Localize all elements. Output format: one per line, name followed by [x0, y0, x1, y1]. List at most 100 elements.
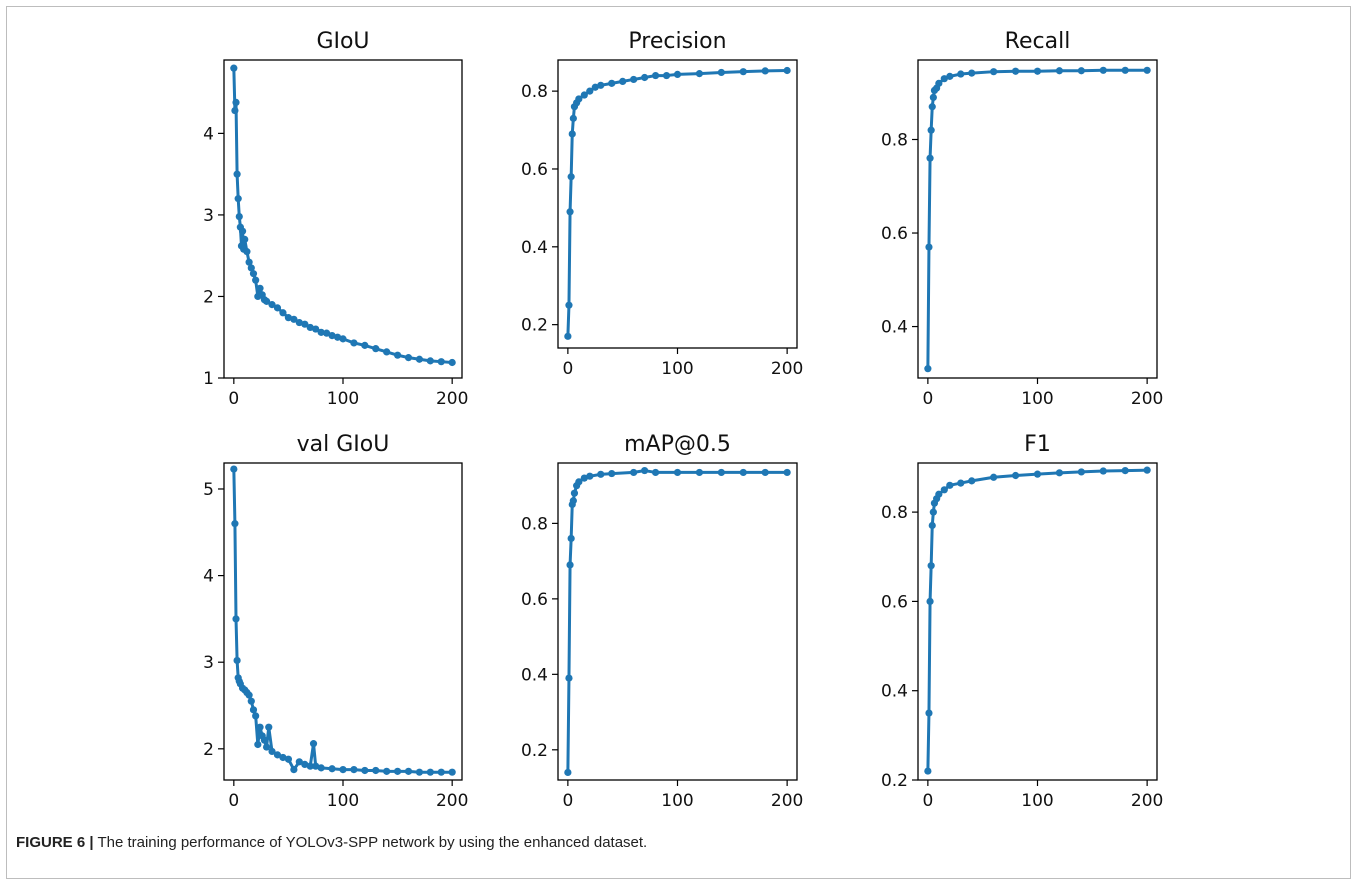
data-point [301, 760, 309, 769]
data-point [927, 126, 935, 134]
data-point [1099, 467, 1107, 475]
y-tick-label: 0.6 [521, 160, 548, 180]
data-point [393, 351, 402, 359]
data-point [580, 91, 588, 99]
x-tick-label: 0 [228, 791, 239, 811]
y-tick-label: 0.8 [881, 503, 908, 523]
data-point [415, 768, 424, 776]
x-tick-label: 200 [771, 359, 803, 379]
data-point [783, 66, 791, 75]
data-point [243, 248, 251, 256]
data-point [929, 508, 937, 516]
data-point [946, 72, 954, 80]
data-point [393, 767, 402, 775]
y-tick-label: 0.8 [521, 82, 548, 102]
data-point [234, 195, 242, 203]
chart-title: val GIoU [297, 432, 390, 457]
y-tick-label: 4 [203, 124, 214, 144]
series-line [926, 68, 1148, 369]
data-point [1055, 469, 1064, 477]
data-point [295, 318, 303, 327]
data-point [232, 98, 240, 106]
data-point [946, 481, 954, 489]
data-point [284, 314, 293, 322]
chart-panel-1: GIoU 0 100 200 1 2 3 4 [203, 29, 468, 409]
data-point [968, 69, 976, 77]
data-point [273, 751, 282, 759]
data-point [568, 130, 576, 138]
data-point [925, 243, 933, 251]
data-point [415, 355, 424, 363]
y-tick-label: 0.2 [881, 771, 908, 791]
data-point [317, 328, 325, 336]
x-tick-label: 100 [327, 389, 359, 409]
data-point [630, 468, 638, 477]
figure-frame [6, 6, 1351, 879]
data-point [426, 768, 434, 776]
data-point [290, 766, 298, 774]
data-point [383, 767, 391, 775]
x-tick-label: 200 [1131, 791, 1163, 811]
data-point [317, 764, 325, 772]
data-point [350, 339, 358, 347]
data-point [437, 768, 445, 776]
plot-frame [223, 462, 463, 781]
data-point [651, 71, 660, 80]
data-point [328, 332, 336, 340]
data-point [673, 70, 682, 78]
data-point [1011, 67, 1020, 75]
y-tick-label: 4 [203, 567, 214, 587]
chart-panel-5: mAP@0.5 0 100 200 0.2 0.4 0.6 0.8 [521, 432, 803, 811]
figure-caption: FIGURE 6 | The training performance of Y… [16, 834, 1336, 851]
data-point [1011, 471, 1020, 480]
y-tick-label: 0.4 [881, 318, 908, 338]
data-point [383, 348, 391, 356]
data-point [739, 468, 747, 477]
data-point [312, 325, 320, 333]
data-point [279, 753, 287, 762]
x-tick-label: 0 [562, 359, 573, 379]
data-point [630, 75, 638, 84]
x-tick-label: 100 [661, 791, 693, 811]
x-tick-label: 200 [436, 791, 468, 811]
x-tick-label: 0 [562, 791, 573, 811]
data-point [924, 767, 932, 775]
data-point [290, 315, 298, 323]
data-point [437, 358, 445, 366]
data-point [231, 106, 239, 115]
data-point [323, 329, 331, 337]
data-point [238, 227, 247, 235]
data-point [404, 354, 413, 362]
data-point [575, 478, 583, 486]
data-point [567, 534, 575, 543]
data-point [935, 79, 943, 87]
data-point [241, 235, 249, 243]
series-line [232, 68, 453, 365]
data-point [295, 758, 303, 766]
data-point [426, 357, 434, 365]
data-point [717, 468, 725, 477]
data-point [990, 68, 998, 76]
y-tick-label: 5 [203, 480, 214, 500]
data-point [245, 691, 253, 699]
data-point [927, 562, 935, 570]
y-tick-label: 0.8 [881, 131, 908, 151]
data-point [247, 264, 255, 272]
data-point [235, 212, 243, 221]
data-point [339, 335, 347, 343]
chart-title: Recall [1005, 29, 1071, 54]
chart-title: mAP@0.5 [624, 432, 731, 457]
series-line [566, 69, 788, 337]
data-point [990, 473, 998, 481]
y-tick-label: 0.6 [521, 590, 548, 610]
caption-text: The training performance of YOLOv3-SPP n… [97, 834, 648, 851]
data-point [597, 470, 605, 478]
plot-frame [557, 59, 798, 349]
data-point [256, 284, 264, 292]
data-point [608, 79, 616, 87]
y-tick-label: 0.2 [521, 741, 548, 761]
data-point [739, 68, 747, 76]
data-point [233, 656, 241, 665]
data-point [1121, 466, 1129, 475]
series-line [926, 468, 1148, 772]
